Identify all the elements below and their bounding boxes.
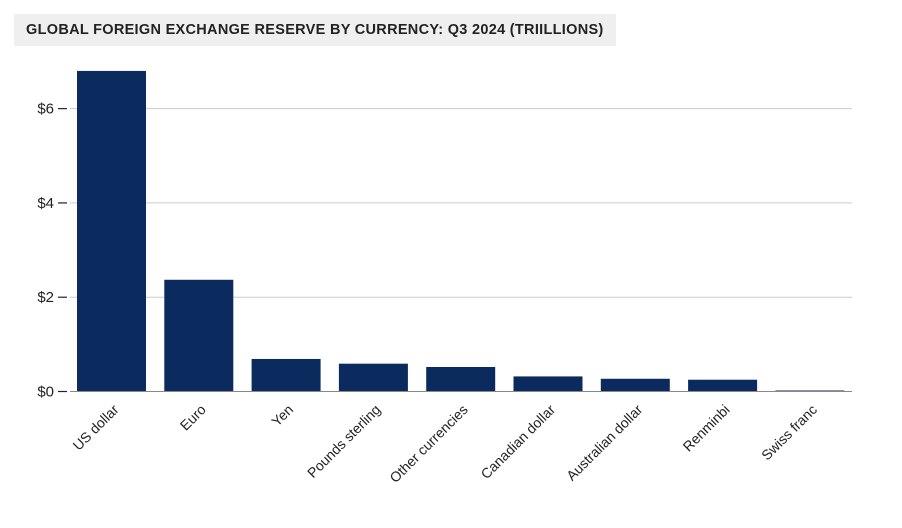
bars [77, 70, 845, 392]
x-axis: US dollar Euro Yen Pounds sterling Other cur… [70, 391, 852, 486]
bar [338, 363, 408, 392]
x-tick-label: Canadian dollar [477, 401, 558, 482]
y-tick-label: $6 [37, 101, 54, 118]
x-tick-label: Euro [177, 401, 209, 433]
bar [251, 358, 321, 392]
y-tick-label: $0 [37, 384, 54, 401]
chart-title-box: GLOBAL FOREIGN EXCHANGE RESERVE BY CURRE… [14, 14, 616, 46]
bar [77, 70, 146, 392]
x-tick-label: Swiss franc [758, 401, 820, 463]
y-tick-label: $4 [37, 195, 54, 212]
x-tick-label: Renminbi [680, 401, 733, 454]
y-tick-label: $2 [37, 289, 54, 306]
x-tick-label: Australian dollar [563, 401, 646, 484]
bar [688, 379, 758, 392]
y-axis: $0 $2 $4 $6 [37, 101, 67, 401]
x-tick-label: Yen [268, 401, 296, 429]
bar [513, 376, 583, 392]
x-tick-label: Other currencies [386, 401, 470, 485]
x-tick-label: US dollar [70, 401, 122, 453]
grid-lines [70, 108, 852, 298]
bar [600, 378, 670, 392]
chart-title: GLOBAL FOREIGN EXCHANGE RESERVE BY CURRE… [26, 22, 604, 38]
bar [164, 279, 234, 392]
bar [426, 366, 496, 392]
x-tick-label: Pounds sterling [304, 401, 384, 481]
